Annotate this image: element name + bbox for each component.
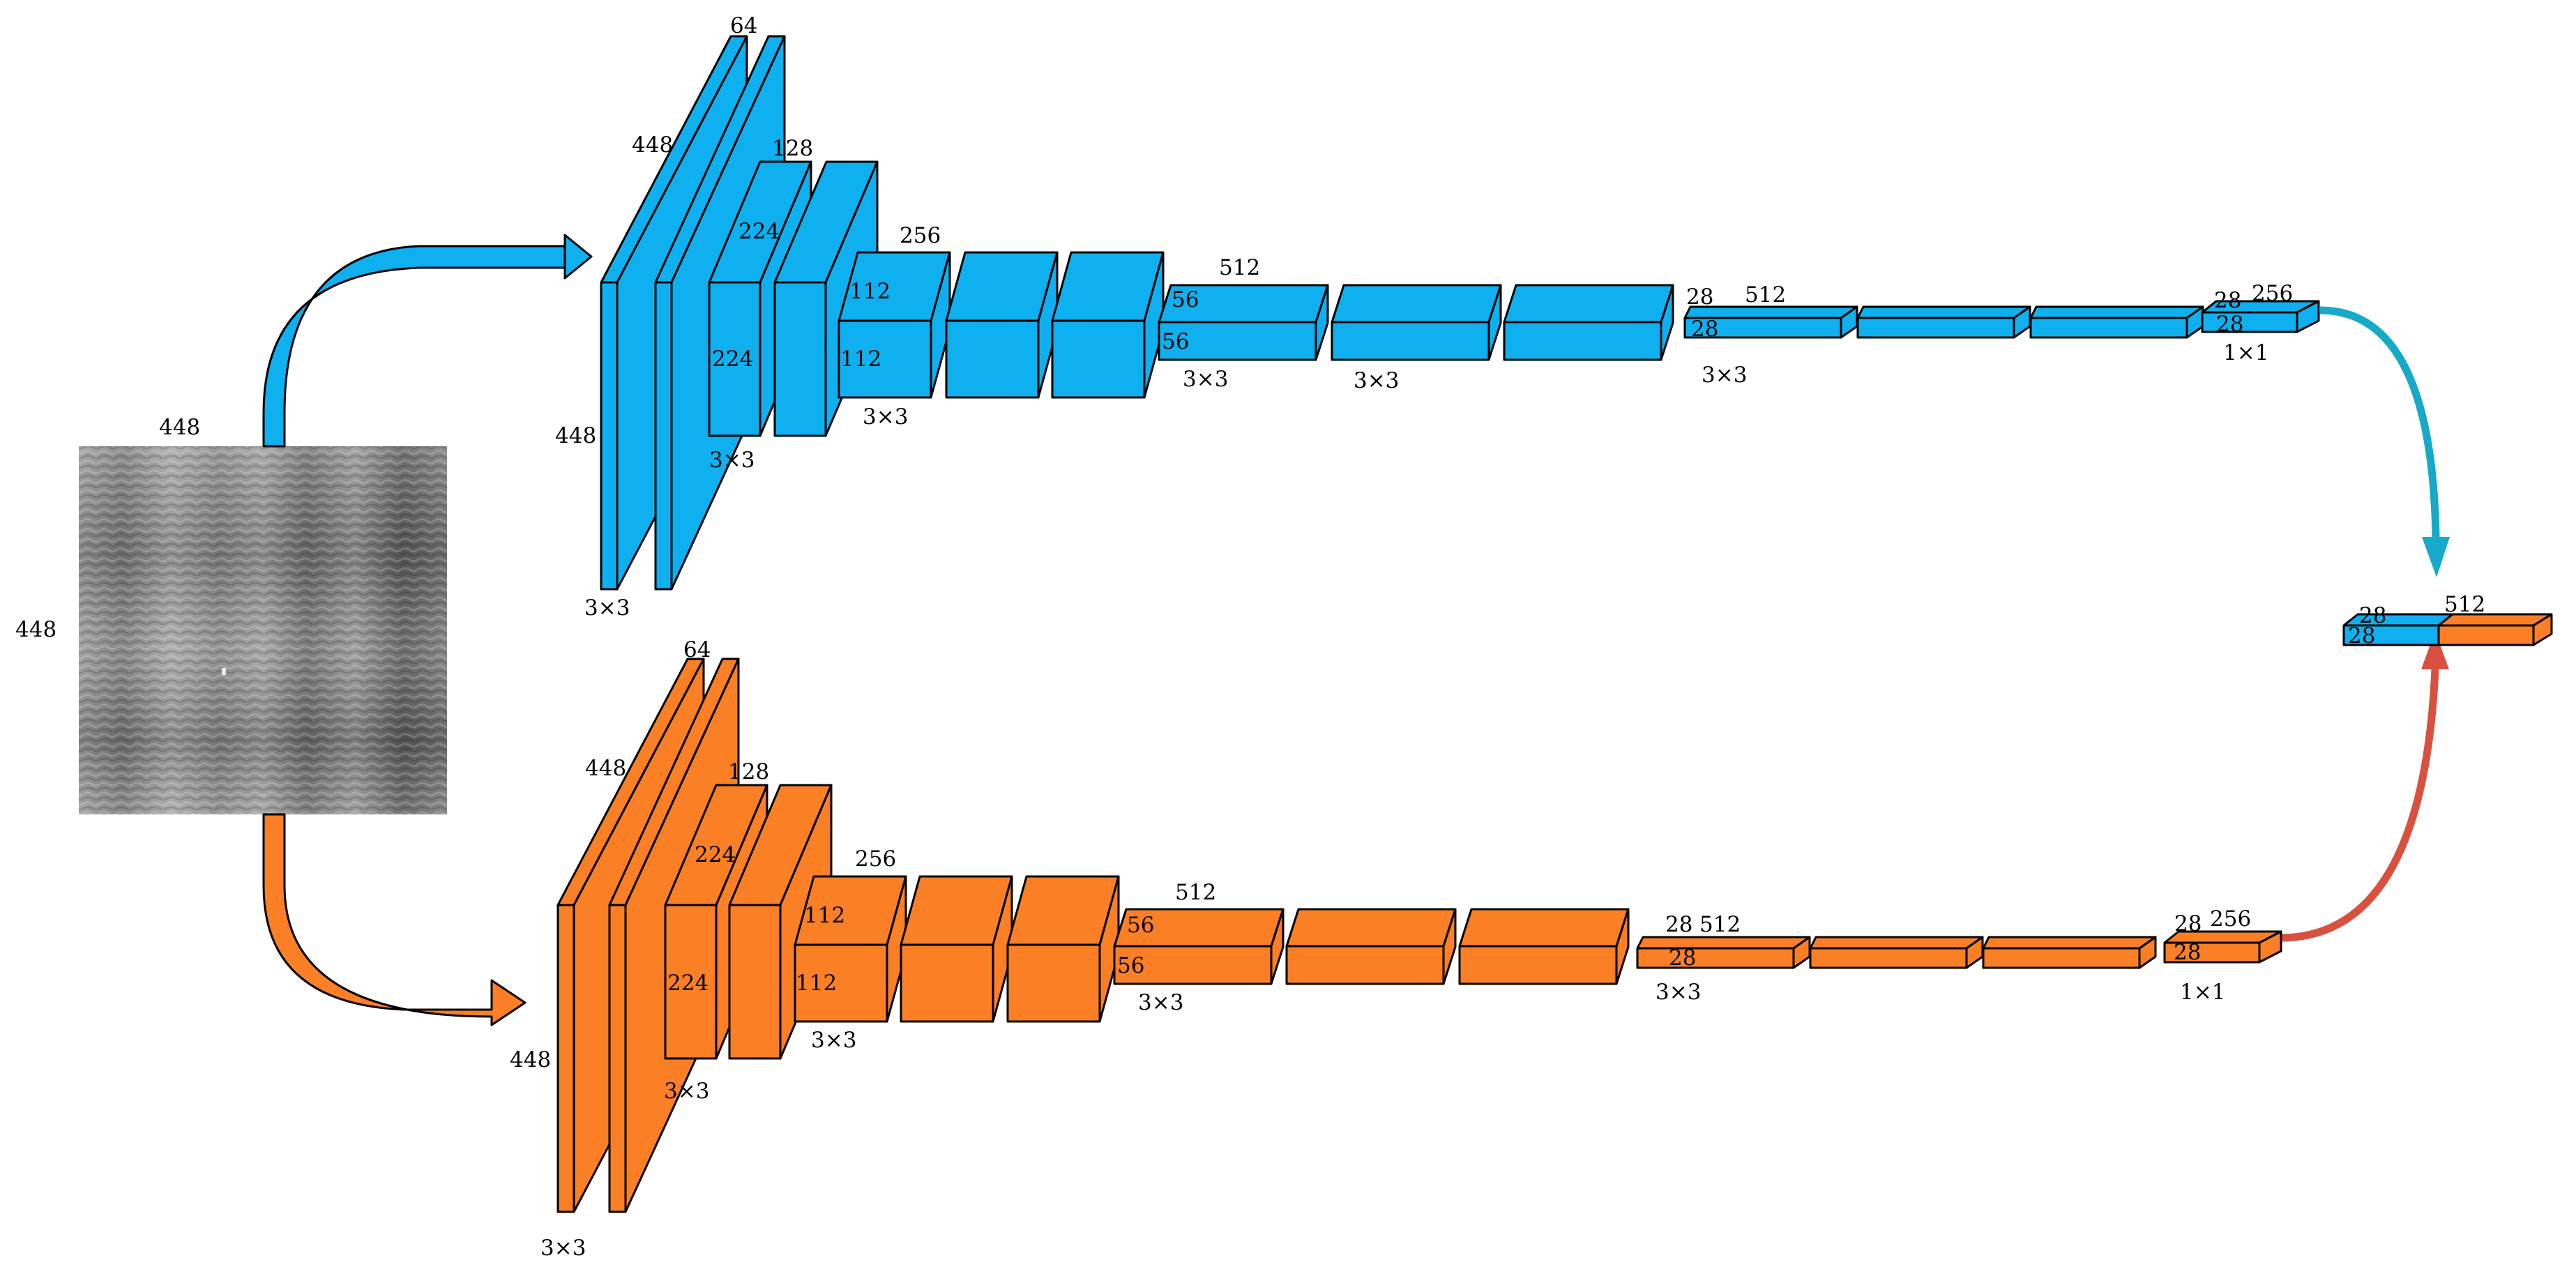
bottom-block-256c	[1006, 875, 1120, 1023]
top-label-k1: 3×3	[584, 595, 630, 621]
bottom-label-s112-a: 112	[804, 903, 845, 928]
bottom-block-512b	[1285, 908, 1457, 985]
bottom-label-k3: 3×3	[811, 1028, 856, 1053]
bottom-block-256b	[900, 875, 1013, 1023]
arrow-head-top-to-output	[2422, 537, 2450, 577]
arrow-head-bottom-to-output	[2421, 631, 2449, 669]
bottom-label-c256: 256	[855, 846, 896, 872]
top-block-512b	[1331, 284, 1502, 361]
bottom-block-1x1	[2163, 930, 2282, 964]
bottom-label-s28-b: 28	[1669, 945, 1696, 971]
output-block-orange	[2437, 613, 2553, 646]
bottom-label-s112-b: 112	[796, 971, 837, 996]
bottom-label-s448-b: 448	[510, 1047, 551, 1072]
bottom-label-k2: 3×3	[664, 1079, 709, 1104]
output-block	[2342, 613, 2553, 646]
bottom-label-s224-b: 224	[667, 971, 709, 996]
bottom-label-s56-b: 56	[1117, 953, 1144, 978]
top-label-c256: 256	[900, 223, 941, 248]
bottom-label-s28-a: 28	[1665, 912, 1692, 937]
top-label-k7: 1×1	[2223, 340, 2268, 365]
top-label-k3: 3×3	[863, 404, 908, 430]
top-label-c512-b: 512	[1745, 282, 1786, 307]
bottom-block-28a	[1636, 936, 1811, 969]
arrow-bottom-to-output	[2280, 669, 2439, 942]
input-height-label: 448	[15, 617, 56, 642]
bottom-label-c64: 64	[683, 637, 711, 662]
top-block-28a	[1683, 305, 1858, 339]
bottom-block-512c	[1458, 908, 1630, 985]
output-label-s28-a: 28	[2359, 603, 2386, 628]
arrow-to-bottom-branch	[262, 813, 526, 1026]
bottom-block-256a	[794, 875, 907, 1023]
top-label-k6: 3×3	[1702, 363, 1747, 388]
top-label-s28-b: 28	[1691, 317, 1718, 342]
top-label-s28-a: 28	[1686, 284, 1713, 310]
bottom-block-28c	[1982, 936, 2157, 969]
top-label-s448-b: 448	[555, 423, 596, 448]
top-block-28b	[1856, 305, 2031, 339]
top-label-s448-a: 448	[632, 132, 673, 158]
top-block-512a	[1158, 284, 1329, 361]
top-branch	[600, 35, 2320, 591]
bottom-label-c256-b: 256	[2210, 906, 2251, 932]
top-label-s224-a: 224	[738, 219, 780, 244]
bottom-label-s224-a: 224	[695, 842, 736, 867]
top-block-256c	[1051, 251, 1165, 399]
top-label-k5: 3×3	[1354, 368, 1399, 393]
bottom-label-k1: 3×3	[540, 1236, 586, 1261]
top-label-s56-b: 56	[1162, 329, 1189, 354]
bottom-label-k7: 1×1	[2180, 980, 2225, 1005]
top-label-c128: 128	[772, 136, 813, 161]
top-block-256b	[945, 251, 1059, 399]
top-label-s56-a: 56	[1172, 287, 1199, 312]
arrow-top-to-output	[2319, 306, 2440, 538]
top-label-c256-b: 256	[2252, 281, 2293, 306]
top-label-c512: 512	[1219, 255, 1260, 280]
input-image	[79, 446, 447, 814]
bottom-block-28b	[1809, 936, 1984, 969]
bottom-label-s448-a: 448	[585, 756, 626, 781]
top-label-s112-a: 112	[849, 279, 891, 304]
bottom-label-s56-a: 56	[1127, 913, 1154, 938]
top-label-k4: 3×3	[1183, 367, 1228, 392]
bottom-branch-labels: 64 448 448 3×3 128 224 224 3×3 256 112 1…	[510, 637, 2251, 1261]
output-label-c512: 512	[2444, 592, 2485, 617]
arrow-to-top-branch	[262, 234, 593, 448]
top-label-s28-d: 28	[2216, 312, 2243, 337]
bottom-branch	[556, 658, 2282, 1213]
bottom-label-k4: 3×3	[1138, 990, 1183, 1015]
bottom-label-s28-c: 28	[2174, 911, 2202, 936]
top-label-k2: 3×3	[709, 448, 755, 473]
bottom-label-k6: 3×3	[1656, 980, 1701, 1005]
output-label-s28-b: 28	[2348, 623, 2375, 648]
bottom-label-c512: 512	[1175, 880, 1216, 905]
bottom-label-c512-b: 512	[1699, 912, 1741, 937]
bottom-label-c128: 128	[728, 759, 769, 784]
input-width-label: 448	[159, 415, 200, 440]
bottom-label-s28-d: 28	[2174, 940, 2201, 965]
top-label-s28-c: 28	[2214, 288, 2241, 313]
bottom-block-512a	[1113, 908, 1285, 985]
top-branch-labels: 64 448 448 3×3 128 224 224 3×3 256 112 1…	[555, 13, 2293, 621]
top-block-256a	[838, 251, 951, 399]
top-label-s224-b: 224	[712, 347, 753, 372]
top-block-1x1	[2201, 300, 2320, 333]
top-block-28c	[2029, 305, 2204, 339]
top-block-512c	[1503, 284, 1674, 361]
top-label-s112-b: 112	[840, 347, 881, 372]
top-label-c64: 64	[730, 13, 757, 38]
bottom-block-128b	[728, 784, 833, 1060]
